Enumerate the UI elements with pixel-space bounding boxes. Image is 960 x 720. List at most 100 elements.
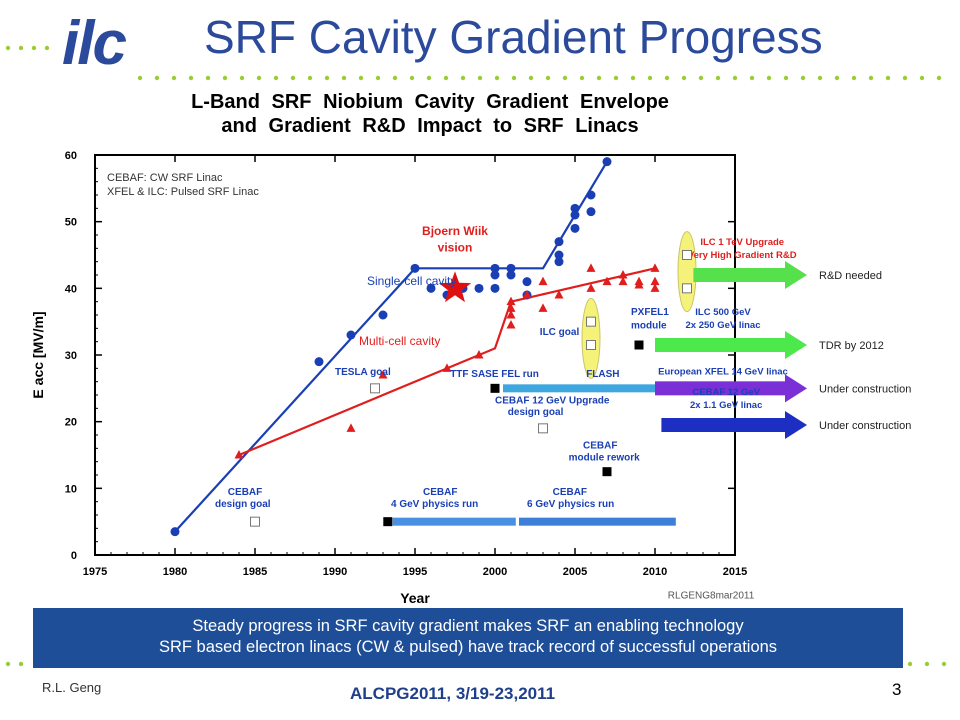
deco-dot [188,75,194,81]
deco-dot [924,661,930,667]
deco-dot [171,75,177,81]
deco-dot [290,75,296,81]
deco-dot [137,75,143,81]
single-cell-point [586,190,596,200]
deco-dot [5,661,11,667]
annotation-cebaf4-b: 4 GeV physics run [391,499,478,510]
hl-ilc-upgrade [677,231,697,313]
deco-dot [307,75,313,81]
summary-banner: Steady progress in SRF cavity gradient m… [33,608,903,668]
y-tick-label: 20 [65,417,77,429]
cebaf4-marker [383,517,393,527]
annotation-cebaf12-goal: CEBAF 12 GeV Upgrade [495,396,610,407]
deco-dot [460,75,466,81]
ilc-goal-a-marker [586,316,596,327]
deco-dot [18,661,24,667]
deco-dot [783,75,789,81]
single-cell-point [490,263,500,273]
arrow-head [785,261,807,289]
deco-dot [494,75,500,81]
multi-cell-point [586,283,596,292]
deco-dot [907,661,913,667]
banner-line2: SRF based electron linacs (CW & pulsed) … [158,638,778,656]
arrow-status: Under construction [819,420,911,432]
chart-title-line1: L-Band SRF Niobium Cavity Gradient Envel… [191,91,669,113]
deco-dot [5,45,11,51]
multi-cell-point [602,276,612,286]
single-cell-point [490,283,500,293]
chart-title: L-Band SRF Niobium Cavity Gradient Envel… [150,90,710,138]
multi-cell-point [346,423,356,432]
deco-dot [443,75,449,81]
x-tick-label: 2010 [643,566,667,578]
multi-cell-point [474,350,484,359]
deco-dot [392,75,398,81]
annotation-cebaf-rework-b: module rework [569,452,641,463]
arrow-status: R&D needed [819,270,882,282]
multi-cell-point [522,290,532,299]
bar-cebaf4 [392,517,516,526]
annotation-pxfel1-b: module [631,320,667,331]
x-axis-label: Year [400,590,430,606]
single-cell-point [474,283,484,293]
multi-cell-point [378,370,388,379]
deco-dot [358,75,364,81]
ttf-start-marker [490,383,500,393]
star-label: vision [438,241,473,255]
deco-dot [596,75,602,81]
deco-dot [715,75,721,81]
arrow-label: CEBAF 12 GeV [692,387,760,398]
deco-dot [902,75,908,81]
single-cell-point [506,263,516,273]
annotation-multi-cell-label: Multi-cell cavity [359,334,440,348]
deco-dot [44,45,50,51]
annotation-flash: FLASH [586,369,619,380]
multi-cell-point [506,296,516,306]
x-tick-label: 1995 [403,566,427,578]
annotation-cebaf-rework: CEBAF [583,440,617,451]
deco-dot [477,75,483,81]
banner-line1: Steady progress in SRF cavity gradient m… [192,617,744,635]
bar-cebaf6 [519,517,676,526]
arrow-head [785,331,807,359]
annotation-ttf: TTF SASE FEL run [450,369,539,380]
y-tick-label: 40 [65,283,77,295]
chart-title-line2: and Gradient R&D Impact to SRF Linacs [221,115,639,137]
arrow-head [785,374,807,403]
single-cell-point [490,270,500,280]
footer-author: R.L. Geng [42,680,102,695]
cebaf-design-marker [250,516,260,527]
deco-dot [511,75,517,81]
bar-ttf [503,384,655,393]
arrow-label: ILC 1 TeV Upgrade [700,237,784,248]
arrow-head [785,411,807,439]
deco-dot [18,45,24,51]
hl-ilc-goal [581,297,601,379]
star-label: Bjoern Wiik [422,224,488,238]
deco-dot [834,75,840,81]
deco-dot [630,75,636,81]
single-cell-point [170,527,180,537]
deco-dot [698,75,704,81]
y-tick-label: 10 [65,483,77,495]
ilc-logo: ilc [62,9,127,78]
x-tick-label: 1985 [243,566,267,578]
deco-dot [31,45,37,51]
ilc-goal-b-marker [586,340,596,350]
arrow-label: Very High Gradient R&D [688,250,797,261]
deco-dot [647,75,653,81]
deco-dot [868,75,874,81]
single-cell-point [570,223,580,233]
arrow-shaft [693,268,785,282]
deco-dot [732,75,738,81]
deco-dot [851,75,857,81]
arrow-shaft [655,381,785,396]
deco-dot [941,661,947,667]
deco-dot [256,75,262,81]
y-tick-label: 0 [71,550,77,562]
deco-dot [766,75,772,81]
annotation-cebaf-design: CEBAF [228,487,262,498]
arrow-ilc1tev [693,261,807,289]
multi-cell-point [618,270,628,279]
